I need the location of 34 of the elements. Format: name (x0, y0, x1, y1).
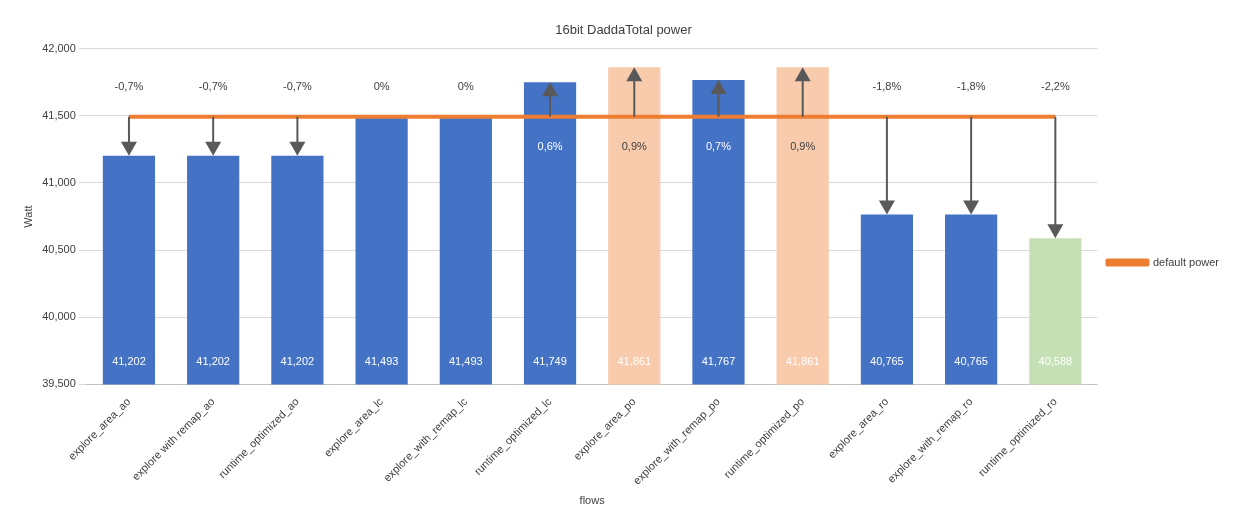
data-label: 41,202 (280, 355, 315, 368)
data-label: 41,493 (364, 355, 399, 368)
data-label: 41,202 (196, 355, 230, 368)
annotation: 0,6% (537, 139, 563, 152)
data-label: 40,765 (870, 355, 904, 368)
chart-title: 16bit DaddaTotal power (555, 22, 693, 38)
data-label: 40,765 (954, 355, 988, 368)
y-tick-label: 40,500 (42, 243, 76, 256)
y-tick-label: 41,000 (42, 175, 76, 188)
y-axis-title: Watt (21, 205, 34, 228)
legend-label: default power (1152, 255, 1220, 268)
x-axis-title: flows (579, 494, 606, 507)
y-tick-label: 39,500 (42, 377, 76, 390)
data-label: 40,588 (1038, 355, 1073, 368)
annotation: -0,7% (114, 79, 144, 92)
data-label: 41,767 (701, 355, 736, 368)
annotation: 0,9% (790, 139, 816, 152)
annotation: 0% (457, 79, 474, 92)
annotation: 0% (373, 79, 390, 92)
y-tick-label: 40,000 (42, 310, 76, 323)
annotation: 0,9% (621, 139, 648, 152)
annotation: -0,7% (283, 79, 312, 92)
annotation: -1,8% (872, 79, 902, 92)
data-label: 41,493 (449, 355, 483, 368)
y-tick-label: 42,000 (42, 41, 76, 54)
annotation: -1,8% (956, 79, 986, 92)
data-label: 41,861 (785, 355, 820, 368)
annotation: -0,7% (198, 79, 228, 92)
data-label: 41,202 (112, 355, 146, 368)
annotation: 0,7% (705, 139, 732, 152)
data-label: 41,749 (533, 355, 567, 368)
annotation: -2,2% (1040, 79, 1070, 92)
data-label: 41,861 (617, 355, 652, 368)
y-tick-label: 41,500 (42, 108, 76, 121)
